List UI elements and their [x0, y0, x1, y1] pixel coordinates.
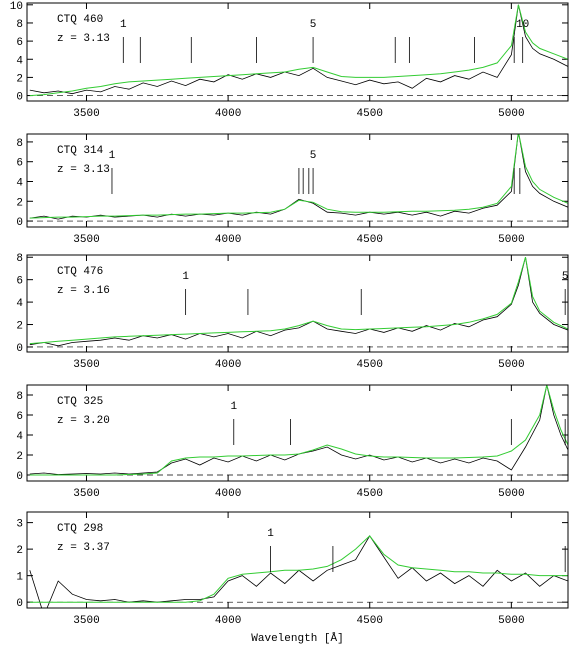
- spectrum-line: [29, 535, 568, 608]
- model-line: [29, 134, 568, 219]
- model-line: [29, 257, 568, 345]
- y-tick-label: 8: [16, 391, 23, 403]
- spectrum-line: [29, 134, 568, 220]
- panel-annotation: z = 3.37: [57, 542, 110, 554]
- y-tick-label: 3: [16, 519, 23, 531]
- y-tick-label: 6: [16, 411, 23, 423]
- line-marker-label: 1: [182, 271, 189, 283]
- panel-annotation: CTQ 476: [57, 266, 103, 278]
- x-tick-label: 5000: [498, 359, 524, 371]
- panel-annotation: CTQ 460: [57, 14, 103, 26]
- panel-annotation: z = 3.13: [57, 33, 110, 45]
- x-tick-label: 4500: [357, 488, 383, 500]
- line-marker-label: 1: [120, 19, 127, 31]
- y-tick-label: 0: [16, 598, 23, 610]
- x-tick-label: 4000: [215, 615, 241, 627]
- y-tick-label: 8: [16, 19, 23, 31]
- line-marker-label: 5: [562, 271, 569, 283]
- plot-frame: [26, 254, 569, 353]
- x-tick-label: 4000: [215, 359, 241, 371]
- y-tick-label: 8: [16, 138, 23, 150]
- line-marker-label: 5: [310, 19, 317, 31]
- panel-annotation: z = 3.20: [57, 415, 110, 427]
- spectrum-line: [29, 4, 568, 95]
- x-tick-label: 5000: [498, 488, 524, 500]
- y-tick-label: 4: [16, 177, 23, 189]
- x-axis-label: Wavelength [Å]: [251, 632, 343, 645]
- x-tick-label: 5000: [498, 108, 524, 120]
- y-tick-label: 2: [16, 451, 23, 463]
- y-tick-label: 2: [16, 545, 23, 557]
- plot-frame: [26, 133, 569, 228]
- panel-annotation: CTQ 314: [57, 145, 104, 157]
- line-marker-label: 5: [310, 150, 317, 162]
- y-tick-label: 10: [10, 1, 23, 13]
- y-tick-label: 8: [16, 253, 23, 265]
- x-tick-label: 4500: [357, 615, 383, 627]
- y-tick-label: 0: [16, 92, 23, 104]
- panel-annotation: CTQ 325: [57, 396, 103, 408]
- line-marker-label: 1: [230, 401, 237, 413]
- line-marker-label: 1: [267, 528, 274, 540]
- y-tick-label: 2: [16, 197, 23, 209]
- x-tick-label: 4000: [215, 234, 241, 246]
- x-tick-label: 4500: [357, 108, 383, 120]
- x-tick-label: 3500: [73, 615, 99, 627]
- panel-annotation: z = 3.16: [57, 285, 110, 297]
- spectrum-line: [29, 385, 568, 475]
- x-tick-label: 3500: [73, 108, 99, 120]
- line-marker-label: 10: [516, 19, 529, 31]
- model-line: [29, 535, 568, 603]
- plot-frame: [26, 384, 569, 482]
- line-marker-label: 1: [109, 150, 116, 162]
- x-tick-label: 3500: [73, 234, 99, 246]
- model-line: [29, 385, 568, 476]
- y-tick-label: 1: [16, 572, 23, 584]
- panel-annotation: CTQ 298: [57, 523, 103, 535]
- plot-frame: [26, 2, 569, 102]
- y-tick-label: 6: [16, 158, 23, 170]
- x-tick-label: 4500: [357, 234, 383, 246]
- x-tick-label: 5000: [498, 615, 524, 627]
- y-tick-label: 0: [16, 343, 23, 355]
- x-tick-label: 4500: [357, 359, 383, 371]
- y-tick-label: 6: [16, 37, 23, 49]
- x-tick-label: 4000: [215, 108, 241, 120]
- y-tick-label: 0: [16, 471, 23, 483]
- model-line: [29, 4, 568, 97]
- x-tick-label: 3500: [73, 359, 99, 371]
- y-tick-label: 2: [16, 321, 23, 333]
- y-tick-label: 0: [16, 217, 23, 229]
- y-tick-label: 2: [16, 73, 23, 85]
- x-tick-label: 3500: [73, 488, 99, 500]
- y-tick-label: 4: [16, 431, 23, 443]
- x-tick-label: 5000: [498, 234, 524, 246]
- y-tick-label: 4: [16, 55, 23, 67]
- y-tick-label: 4: [16, 298, 23, 310]
- y-tick-label: 6: [16, 276, 23, 288]
- panel-annotation: z = 3.13: [57, 164, 110, 176]
- spectrum-line: [29, 257, 568, 347]
- plot-frame: [26, 511, 569, 609]
- x-tick-label: 4000: [215, 488, 241, 500]
